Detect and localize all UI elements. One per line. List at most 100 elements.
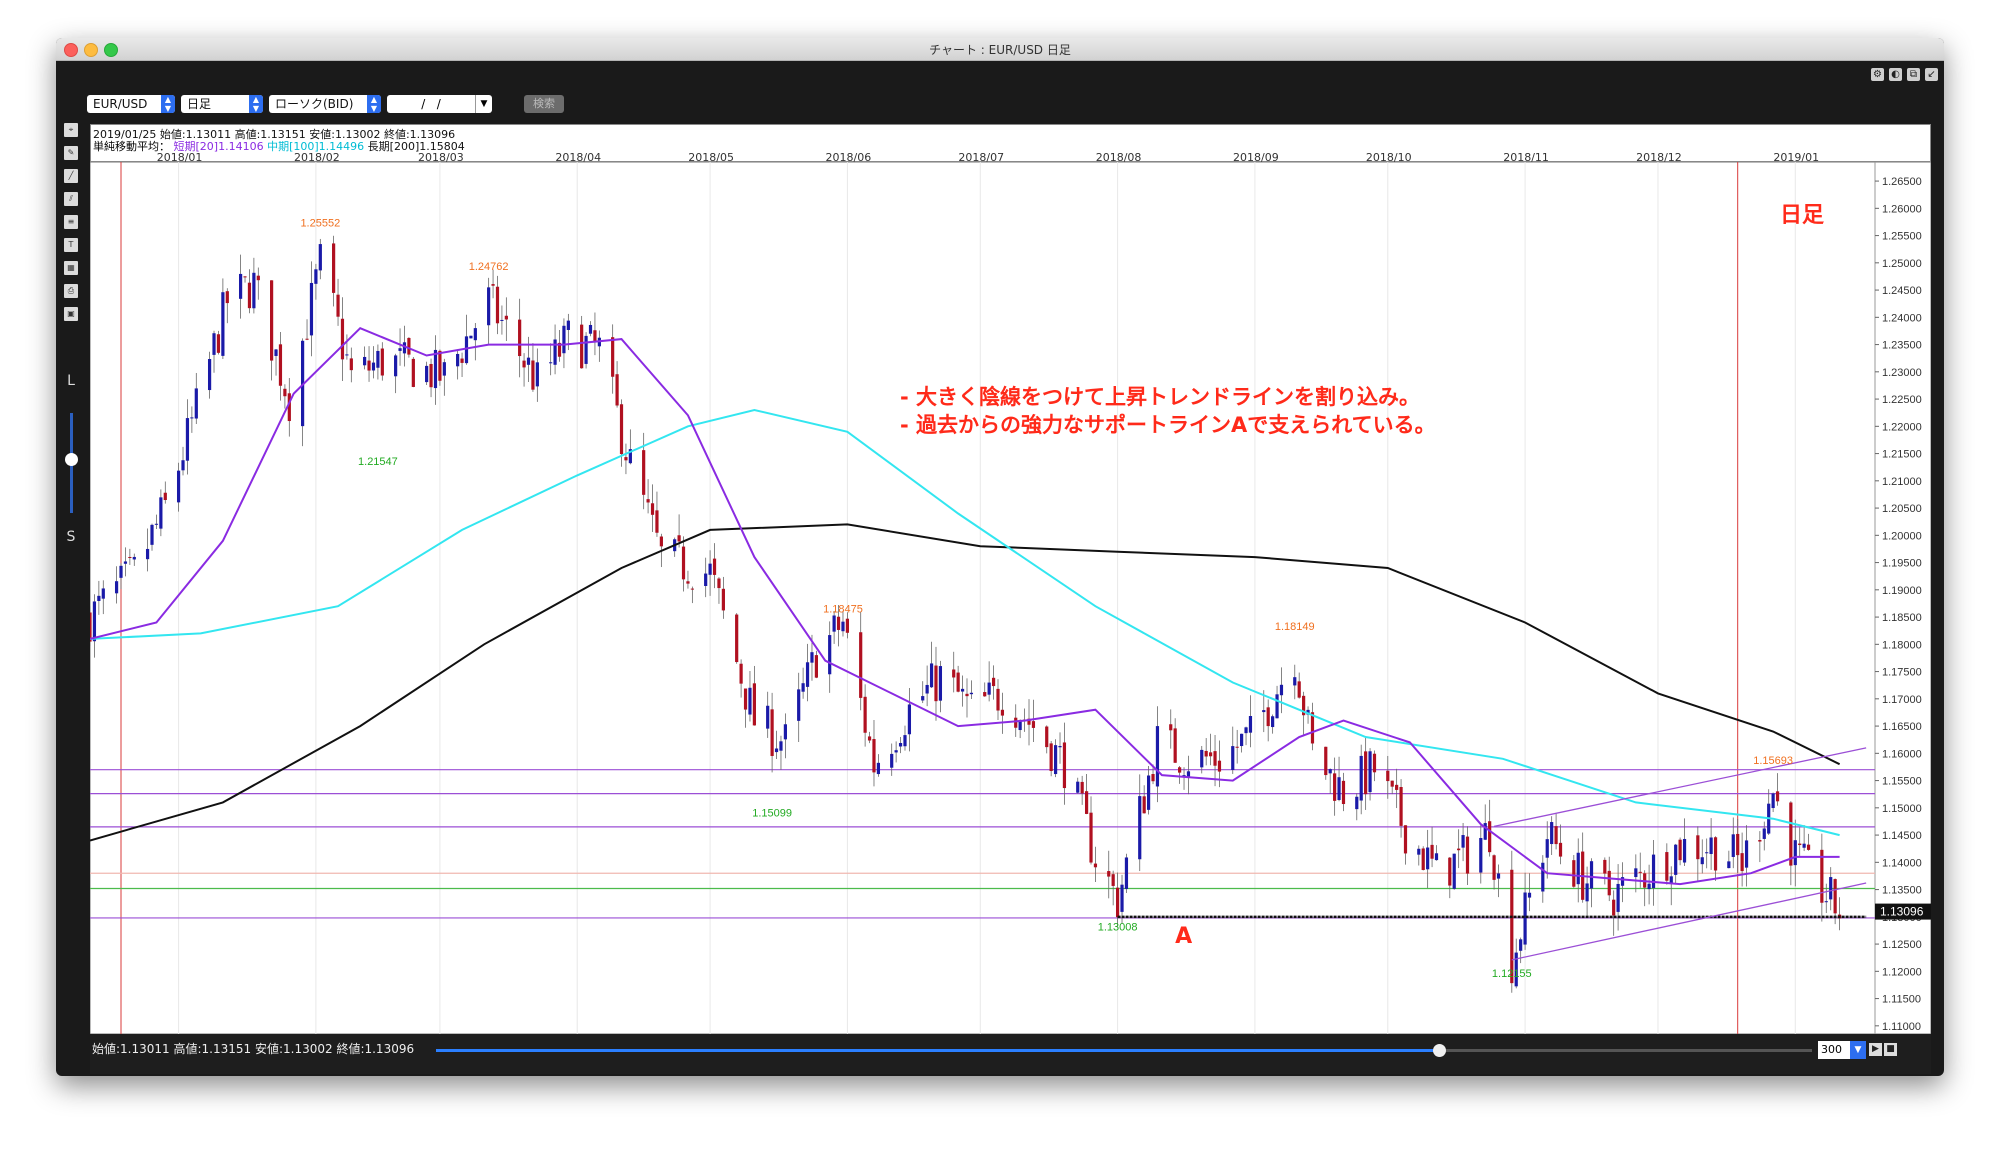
candle-down <box>283 388 287 397</box>
price-label: 1.15099 <box>752 807 792 819</box>
candle-up <box>960 688 965 692</box>
palette-icon[interactable]: ◐ <box>1889 68 1902 81</box>
candle-up <box>1120 884 1124 912</box>
maximize-window-button[interactable] <box>104 43 118 57</box>
annotation-line-1: - 大きく陰線をつけて上昇トレンドラインを割り込み。 <box>900 385 1420 409</box>
candle-type-select[interactable]: ローソク(BID) ▲ ▼ <box>269 95 381 113</box>
candle-up <box>363 356 367 366</box>
candle-up <box>176 470 181 503</box>
candle-down <box>1364 751 1368 795</box>
candle-up <box>903 735 907 747</box>
support-label-a: A <box>1175 924 1192 949</box>
candle-up <box>433 349 438 389</box>
candle-down <box>128 556 132 558</box>
candle-down <box>438 350 442 381</box>
candle-down <box>1107 871 1111 877</box>
candle-down <box>721 588 725 611</box>
candle-up <box>1306 709 1310 715</box>
title-bar: チャート : EUR/USD 日足 <box>56 38 1944 61</box>
cursor-icon[interactable]: ⌖ <box>64 123 78 137</box>
candle-down <box>1084 791 1089 814</box>
play-icon[interactable]: ▶ <box>1869 1043 1882 1056</box>
candle-up <box>1479 838 1483 873</box>
candle-down <box>225 291 229 304</box>
close-window-button[interactable] <box>64 43 78 57</box>
ma-short-line <box>90 327 1840 886</box>
candle-up <box>1771 793 1775 809</box>
candle-down <box>278 344 283 386</box>
candle-up <box>832 615 836 632</box>
date-dropdown-button[interactable]: ▼ <box>475 95 492 113</box>
candle-down <box>1510 869 1514 984</box>
collapse-icon[interactable]: ↙ <box>1925 68 1938 81</box>
ma-long-value: 長期[200]1.15804 <box>367 140 465 153</box>
trendline-icon[interactable]: ╱ <box>64 169 78 183</box>
minimize-window-button[interactable] <box>84 43 98 57</box>
month-label: 2019/01 <box>1773 151 1820 164</box>
grid-icon[interactable]: ▦ <box>64 261 78 275</box>
candle-down <box>965 693 969 697</box>
candle-up <box>159 497 163 529</box>
channel-icon[interactable]: ⫽ <box>64 192 78 206</box>
candle-up <box>1262 710 1266 713</box>
print-icon[interactable]: ⎙ <box>64 284 78 298</box>
save-icon[interactable]: ▣ <box>64 307 78 321</box>
candle-up <box>1705 852 1709 854</box>
candle-down <box>460 358 464 363</box>
price-tick-label: 1.24000 <box>1882 312 1922 324</box>
candle-up <box>1355 796 1359 810</box>
candle-up <box>1647 883 1651 890</box>
candle-down <box>1806 844 1811 850</box>
price-tick-label: 1.22500 <box>1882 394 1922 406</box>
candle-down <box>380 348 384 376</box>
candle-down <box>1696 835 1700 860</box>
bars-count-field[interactable]: 300 <box>1818 1041 1850 1059</box>
candle-down <box>340 318 345 360</box>
candle-down <box>305 338 309 340</box>
price-tick-label: 1.24500 <box>1882 285 1922 297</box>
zoom-slider[interactable] <box>436 1044 1812 1057</box>
candle-down <box>580 324 584 369</box>
price-tick-label: 1.18000 <box>1882 639 1922 651</box>
month-label: 2018/05 <box>688 151 734 164</box>
candle-down <box>256 275 260 281</box>
search-button[interactable]: 検索 <box>524 95 564 113</box>
candle-down <box>163 492 167 501</box>
candle-down <box>1178 767 1182 773</box>
candle-up <box>1138 796 1142 860</box>
bars-dropdown-button[interactable]: ▼ <box>1850 1041 1866 1059</box>
candle-down <box>690 588 694 590</box>
date-input[interactable] <box>387 95 475 113</box>
pen-icon[interactable]: ✎ <box>64 146 78 160</box>
gear-icon[interactable]: ⚙ <box>1871 68 1884 81</box>
candle-up <box>929 663 934 688</box>
candle-up <box>221 292 225 356</box>
candle-down <box>814 655 819 678</box>
candle-down <box>770 709 774 756</box>
month-label: 2018/03 <box>418 151 464 164</box>
price-chart[interactable]: 1.26500 1.26000 1.25500 1.25000 1.24500 1.240… <box>90 162 1931 1034</box>
period-badge: 日足 <box>1780 203 1824 228</box>
candle-up <box>1793 840 1797 866</box>
candle-down <box>650 503 655 515</box>
zoom-slider-fill <box>436 1049 1441 1052</box>
month-label: 2018/12 <box>1636 151 1682 164</box>
text-icon[interactable]: T <box>64 238 78 252</box>
candle-up <box>1744 840 1749 868</box>
zoom-slider-knob[interactable] <box>1433 1044 1447 1057</box>
pair-select[interactable]: EUR/USD ▲ ▼ <box>87 95 175 113</box>
month-label: 2018/10 <box>1365 151 1412 164</box>
popout-icon[interactable]: ⧉ <box>1907 68 1920 81</box>
candle-up <box>1328 769 1332 774</box>
candle-down <box>1062 742 1067 789</box>
candle-up <box>894 750 898 753</box>
candle-down <box>1014 717 1018 728</box>
candle-down <box>287 393 291 422</box>
period-select[interactable]: 日足 ▲ ▼ <box>181 95 263 113</box>
fibonacci-icon[interactable]: ≡ <box>64 215 78 229</box>
candle-down <box>1115 887 1120 918</box>
candle-down <box>1488 821 1492 853</box>
candle-down <box>1775 791 1780 802</box>
vertical-scale-knob[interactable] <box>65 453 78 466</box>
stop-icon[interactable]: ■ <box>1884 1043 1897 1056</box>
